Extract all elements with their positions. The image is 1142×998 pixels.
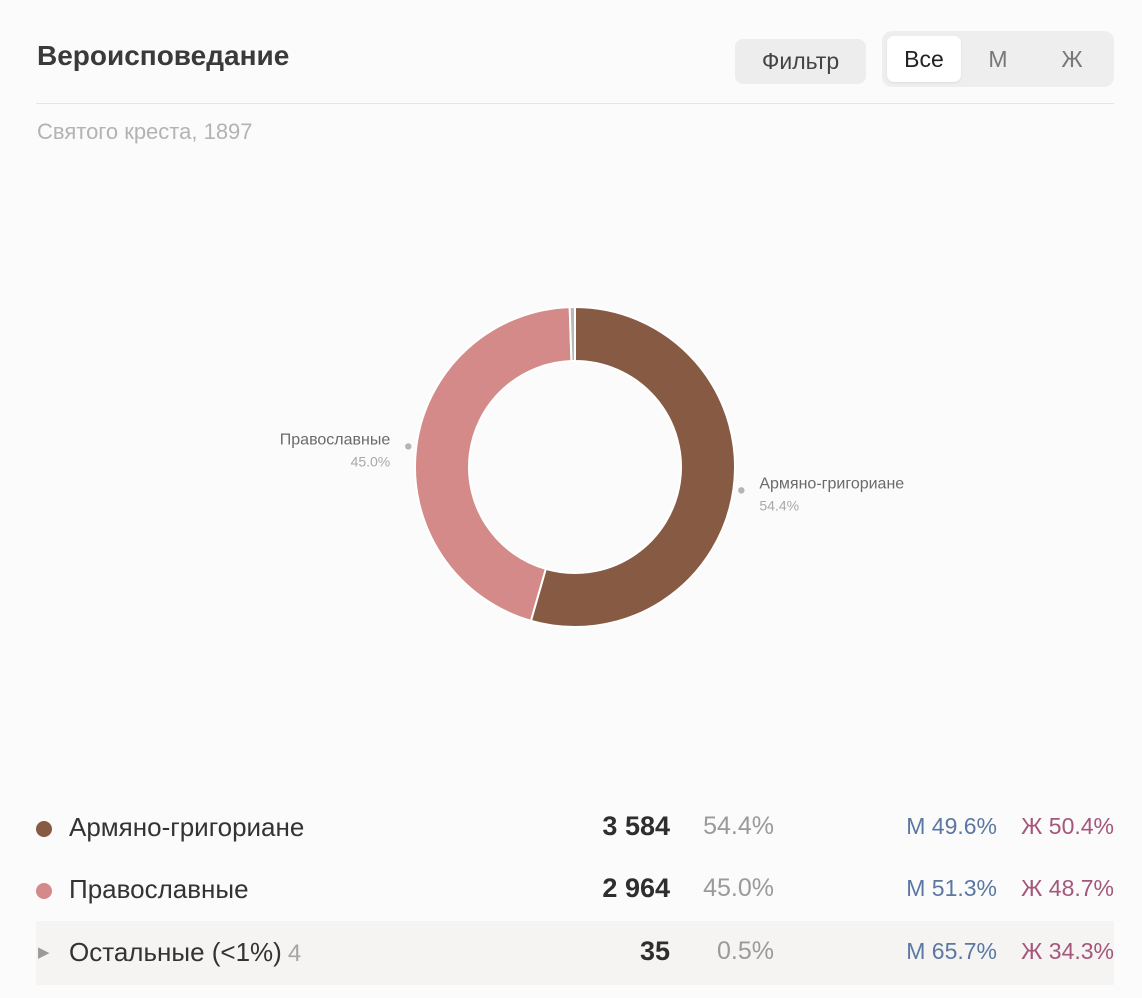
header-divider	[36, 103, 1114, 104]
donut-slice[interactable]	[414, 306, 573, 623]
donut-chart: Армяно-григориане 54.4% Православные 45.0%	[280, 305, 904, 628]
row-male-share: М 49.6%	[906, 813, 997, 839]
legend-row[interactable]: Православные 2 964 45.0% М 51.3% Ж 48.7%	[36, 858, 1114, 922]
slice-label: Армяно-григориане	[759, 475, 904, 492]
segment-all[interactable]: Все	[887, 36, 961, 82]
label-connector-dot	[405, 443, 412, 450]
row-percent: 0.5%	[717, 937, 774, 965]
expand-arrow-icon[interactable]: ▶	[38, 944, 50, 961]
legend-dot	[36, 883, 52, 899]
row-percent: 54.4%	[703, 812, 774, 840]
slice-percent-label: 54.4%	[759, 497, 799, 513]
filter-button[interactable]: Фильтр	[735, 39, 866, 84]
row-name-text: Остальные (<1%)	[69, 937, 282, 967]
row-female-share: Ж 48.7%	[1021, 875, 1114, 901]
segment-female[interactable]: Ж	[1061, 45, 1083, 72]
row-value: 2 964	[602, 873, 670, 903]
row-percent: 45.0%	[703, 874, 774, 902]
row-name: Православные	[69, 874, 249, 904]
donut-slice[interactable]	[568, 305, 576, 363]
row-name: Армяно-григориане	[69, 812, 305, 842]
gender-segmented-control: Все М Ж	[882, 31, 1114, 87]
subtitle: Святого креста, 1897	[37, 119, 253, 144]
slice-percent-label: 45.0%	[351, 453, 391, 469]
label-connector-dot	[738, 487, 745, 494]
section-title: Вероисповедание	[37, 40, 290, 71]
slice-label: Православные	[280, 431, 391, 448]
legend-row-others[interactable]: ▶ Остальные (<1%) 4 35 0.5% М 65.7% Ж 34.…	[36, 921, 1114, 985]
row-female-share: Ж 50.4%	[1021, 813, 1114, 839]
row-name: Остальные (<1%) 4	[69, 937, 301, 968]
segment-male[interactable]: М	[988, 45, 1008, 72]
row-female-share: Ж 34.3%	[1021, 938, 1114, 964]
row-male-share: М 51.3%	[906, 875, 997, 901]
row-value: 35	[639, 936, 670, 966]
donut-slice[interactable]	[529, 305, 736, 628]
row-value: 3 584	[602, 811, 670, 841]
legend-dot	[36, 821, 52, 837]
row-count-extra: 4	[287, 940, 302, 967]
legend-row[interactable]: Армяно-григориане 3 584 54.4% М 49.6% Ж …	[36, 796, 1114, 860]
row-male-share: М 65.7%	[906, 938, 997, 964]
